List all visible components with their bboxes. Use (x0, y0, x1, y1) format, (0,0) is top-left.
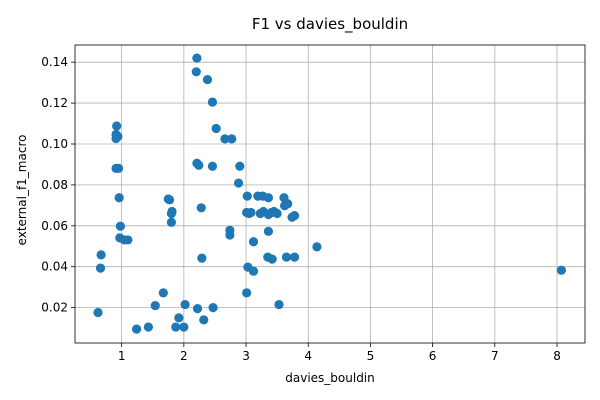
y-axis-ticks: 0.02 0.04 0.06 0.08 0.10 0.12 0.14 (41, 55, 75, 315)
scatter-point (192, 304, 203, 314)
y-tick-label: 0.04 (41, 260, 68, 274)
x-tick-label: 6 (429, 349, 437, 363)
scatter-point (196, 203, 206, 213)
y-tick-label: 0.12 (41, 96, 68, 110)
scatter-point (233, 178, 244, 188)
scatter-point (225, 230, 235, 240)
scatter-point (95, 263, 106, 273)
scatter-point (227, 134, 237, 144)
scatter-point (248, 237, 259, 247)
x-tick-label: 7 (491, 349, 499, 363)
scatter-point (281, 252, 292, 262)
scatter-point (158, 288, 168, 298)
scatter-point (166, 208, 177, 219)
x-tick-label: 2 (180, 349, 188, 363)
data-points (93, 53, 566, 334)
y-tick-label: 0.08 (41, 178, 68, 192)
scatter-point (113, 163, 124, 173)
scatter-point (131, 324, 142, 334)
scatter-point (143, 322, 153, 332)
scatter-point (114, 193, 124, 203)
scatter-point (194, 160, 204, 170)
scatter-point (111, 133, 121, 144)
scatter-point (166, 217, 177, 227)
scatter-point (93, 307, 103, 318)
scatter-point (123, 235, 133, 245)
scatter-point (171, 322, 181, 332)
scatter-point (191, 67, 201, 77)
plot-frame (74, 44, 586, 344)
scatter-point (112, 121, 122, 131)
y-tick-label: 0.14 (41, 55, 68, 69)
scatter-point (248, 266, 259, 276)
scatter-point (246, 207, 256, 218)
scatter-point (211, 123, 221, 134)
grid (75, 45, 585, 343)
scatter-point (263, 193, 274, 203)
x-axis-ticks: 1 2 3 4 5 6 7 8 (118, 343, 561, 363)
scatter-point (242, 288, 252, 298)
scatter-point (179, 322, 189, 332)
scatter-point (96, 250, 106, 260)
y-tick-label: 0.10 (41, 137, 68, 151)
scatter-point (267, 254, 277, 264)
y-axis-label: external_f1_macro (15, 135, 29, 246)
scatter-point (289, 210, 300, 221)
scatter-point (220, 134, 230, 144)
scatter-point (283, 199, 293, 209)
scatter-point (556, 265, 566, 275)
y-tick-label: 0.06 (41, 219, 68, 233)
scatter-point (115, 221, 126, 231)
scatter-point (289, 252, 300, 262)
scatter-point (164, 195, 175, 205)
scatter-point (202, 74, 213, 85)
scatter-point (150, 300, 160, 311)
scatter-point (312, 242, 322, 252)
scatter-point (263, 226, 274, 236)
scatter-point (174, 313, 184, 323)
x-tick-label: 3 (242, 349, 250, 363)
x-axis-label: davies_bouldin (285, 371, 375, 385)
y-tick-label: 0.02 (41, 301, 68, 315)
scatter-point (272, 208, 282, 219)
scatter-point (197, 253, 207, 263)
scatter-point (208, 303, 218, 313)
scatter-point (199, 315, 209, 325)
scatter-point (207, 97, 218, 107)
scatter-point (235, 161, 245, 171)
x-tick-label: 4 (304, 349, 312, 363)
x-tick-label: 1 (118, 349, 126, 363)
chart-title: F1 vs davies_bouldin (252, 15, 408, 34)
scatter-point (192, 53, 202, 63)
scatter-point (274, 299, 284, 310)
scatter-point (207, 161, 218, 171)
scatter-point (180, 299, 190, 310)
x-tick-label: 8 (553, 349, 561, 363)
x-tick-label: 5 (367, 349, 375, 363)
scatter-point (242, 191, 252, 201)
